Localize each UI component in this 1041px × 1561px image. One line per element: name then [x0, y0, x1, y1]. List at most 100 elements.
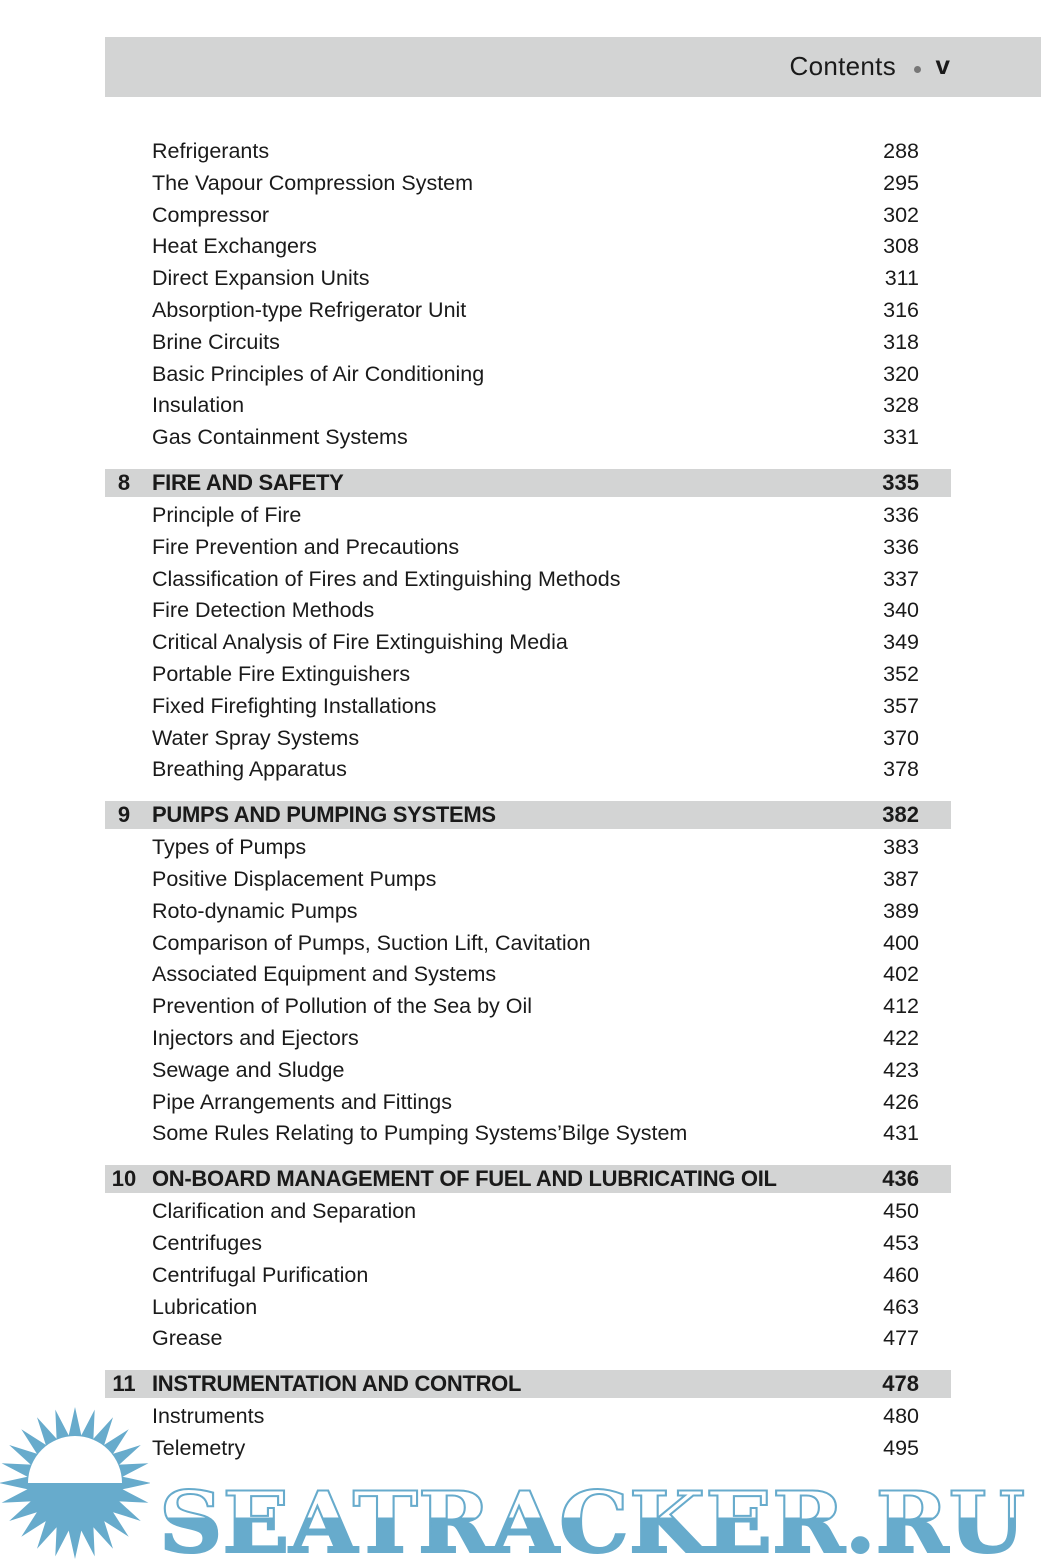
toc-entry: Sewage and Sludge 423	[105, 1055, 951, 1087]
toc-entry: Pipe Arrangements and Fittings 426	[105, 1087, 951, 1119]
entry-page: 400	[883, 930, 919, 955]
entry-title: Telemetry	[152, 1435, 246, 1460]
watermark-text: SEATRACKER.RU	[159, 1473, 1025, 1561]
chapter-title: INSTRUMENTATION AND CONTROL	[152, 1371, 522, 1397]
toc-entry: Fire Prevention and Precautions 336	[105, 532, 951, 564]
table-of-contents: Refrigerants 288 The Vapour Compression Sy…	[105, 136, 951, 1465]
entry-page: 402	[883, 962, 919, 987]
entry-title: Compressor	[152, 202, 270, 227]
entry-page: 295	[883, 170, 919, 195]
entry-page: 431	[883, 1121, 919, 1146]
entry-title: Clarification and Separation	[152, 1199, 417, 1224]
entry-page: 453	[883, 1230, 919, 1255]
entry-page: 337	[883, 566, 919, 591]
toc-entry: Portable Fire Extinguishers 352	[105, 659, 951, 691]
chapter-page: 335	[882, 469, 919, 495]
entry-title: Classification of Fires and Extinguishin…	[152, 566, 621, 591]
chapter-number: 11	[112, 1371, 136, 1397]
entry-title: Gas Containment Systems	[152, 425, 408, 450]
entry-title: Centrifugal Purification	[152, 1262, 369, 1287]
toc-entry: Absorption-type Refrigerator Unit 316	[105, 295, 951, 327]
toc-entry: Telemetry 495	[105, 1433, 951, 1465]
page-number: v	[935, 50, 950, 80]
toc-entry: Comparison of Pumps, Suction Lift, Cavit…	[105, 928, 951, 960]
entry-title: Roto-dynamic Pumps	[152, 898, 358, 923]
entry-title: Pipe Arrangements and Fittings	[152, 1089, 452, 1114]
entry-title: Lubrication	[152, 1294, 258, 1319]
entry-page: 378	[883, 757, 919, 782]
entry-page: 288	[883, 139, 919, 163]
toc-entry: Fixed Firefighting Installations 357	[105, 691, 951, 723]
entry-title: Heat Exchangers	[152, 234, 317, 259]
toc-entry: Clarification and Separation 450	[105, 1196, 951, 1228]
entry-title: Instruments	[152, 1404, 265, 1429]
entry-title: Refrigerants	[152, 139, 270, 163]
entry-page: 302	[883, 202, 919, 227]
chapter-title: ON-BOARD MANAGEMENT OF FUEL AND LUBRICAT…	[152, 1166, 777, 1192]
chapter-heading: 11 INSTRUMENTATION AND CONTROL 478	[105, 1370, 951, 1399]
chapter-heading: 8 FIRE AND SAFETY 335	[105, 468, 951, 497]
entry-title: Injectors and Ejectors	[152, 1025, 359, 1050]
toc-entry: Basic Principles of Air Conditioning 320	[105, 359, 951, 391]
entry-page: 336	[883, 502, 919, 527]
toc-entry: Brine Circuits 318	[105, 327, 951, 359]
entry-title: Comparison of Pumps, Suction Lift, Cavit…	[152, 930, 591, 955]
toc-entry: Associated Equipment and Systems 402	[105, 959, 951, 991]
entry-title: Fire Detection Methods	[152, 598, 375, 623]
entry-page: 480	[883, 1404, 919, 1429]
entry-page: 318	[883, 329, 919, 354]
entry-title: The Vapour Compression System	[152, 170, 474, 195]
toc-entry: Direct Expansion Units 311	[105, 263, 951, 295]
entry-title: Types of Pumps	[152, 835, 307, 860]
entry-title: Insulation	[152, 393, 245, 418]
entry-page: 311	[884, 266, 919, 291]
entry-title: Sewage and Sludge	[152, 1057, 345, 1082]
entry-page: 308	[883, 234, 919, 259]
toc-entry: Principle of Fire 336	[105, 500, 951, 532]
chapter-title: FIRE AND SAFETY	[152, 469, 344, 495]
toc-entry: Refrigerants 288	[105, 136, 951, 168]
toc-entry: Positive Displacement Pumps 387	[105, 864, 951, 896]
toc-entry: Classification of Fires and Extinguishin…	[105, 564, 951, 596]
entry-title: Prevention of Pollution of the Sea by Oi…	[152, 994, 533, 1019]
entry-page: 328	[883, 393, 919, 418]
chapter-page: 436	[882, 1166, 919, 1192]
watermark-logo: SEATRACKER.RU	[158, 1472, 1026, 1561]
entry-page: 460	[883, 1262, 919, 1287]
chapter-number: 9	[117, 802, 131, 828]
entry-page: 389	[883, 898, 919, 923]
entry-title: Breathing Apparatus	[152, 757, 347, 782]
entry-page: 412	[883, 994, 919, 1019]
toc-entry: Grease 477	[105, 1323, 951, 1355]
entry-title: Associated Equipment and Systems	[152, 962, 497, 987]
entry-page: 450	[883, 1199, 919, 1224]
chapter-number: 8	[117, 469, 131, 495]
entry-page: 383	[883, 835, 919, 860]
entry-page: 495	[883, 1435, 919, 1460]
entry-page: 477	[883, 1326, 919, 1351]
entry-title: Brine Circuits	[152, 329, 280, 354]
chapter-heading: 9 PUMPS AND PUMPING SYSTEMS 382	[105, 801, 951, 830]
bullet-separator	[914, 66, 921, 73]
chapter-title: PUMPS AND PUMPING SYSTEMS	[152, 802, 496, 828]
chapter-number: 10	[111, 1166, 137, 1192]
entry-page: 331	[883, 425, 919, 450]
toc-entry: Breathing Apparatus 378	[105, 754, 951, 786]
entry-page: 340	[883, 598, 919, 623]
entry-title: Direct Expansion Units	[152, 266, 370, 291]
entry-page: 423	[883, 1057, 919, 1082]
running-head-title: Contents	[789, 51, 896, 81]
entry-page: 357	[883, 693, 919, 718]
toc-entry: Insulation 328	[105, 390, 951, 422]
entry-title: Grease	[152, 1326, 223, 1351]
toc-entry: Lubrication 463	[105, 1292, 951, 1324]
entry-page: 336	[883, 534, 919, 559]
entry-title: Critical Analysis of Fire Extinguishing …	[152, 630, 568, 655]
toc-entry: Types of Pumps 383	[105, 832, 951, 864]
toc-entry: Prevention of Pollution of the Sea by Oi…	[105, 991, 951, 1023]
entry-page: 320	[883, 361, 919, 386]
entry-title: Absorption-type Refrigerator Unit	[152, 297, 467, 322]
entry-title: Fire Prevention and Precautions	[152, 534, 460, 559]
toc-entry: Instruments 480	[105, 1401, 951, 1433]
entry-title: Centrifuges	[152, 1230, 262, 1255]
